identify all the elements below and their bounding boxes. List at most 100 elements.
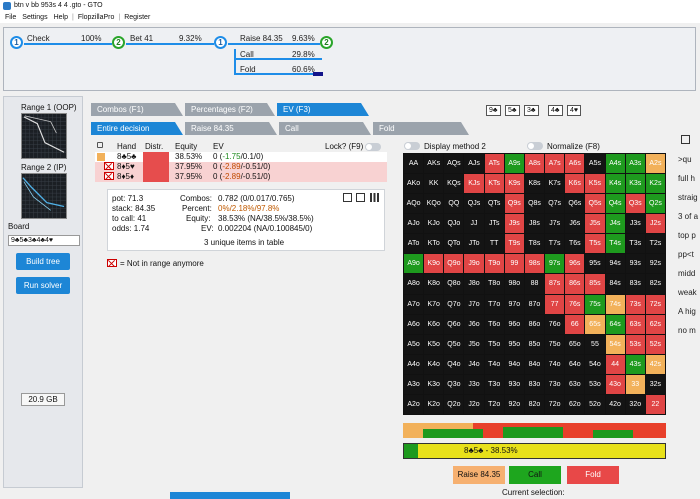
matrix-cell[interactable]: 74o — [545, 354, 565, 374]
matrix-cell[interactable]: Q7s — [545, 194, 565, 214]
edge-label-check[interactable]: Check — [27, 34, 50, 43]
matrix-cell[interactable]: 72s — [645, 294, 665, 314]
fold-button[interactable]: Fold — [567, 466, 619, 484]
matrix-cell[interactable]: 87o — [524, 294, 545, 314]
matrix-cell[interactable]: 66 — [565, 314, 585, 334]
matrix-cell[interactable]: 63o — [565, 374, 585, 394]
matrix-cell[interactable]: JJ — [464, 214, 484, 234]
matrix-cell[interactable]: ATs — [484, 154, 504, 174]
matrix-cell[interactable]: A3s — [625, 154, 645, 174]
matrix-cell[interactable]: 88 — [524, 274, 545, 294]
matrix-cell[interactable]: 32s — [645, 374, 665, 394]
matrix-cell[interactable]: 73s — [625, 294, 645, 314]
matrix-cell[interactable]: Q7o — [444, 294, 464, 314]
matrix-cell[interactable]: 97o — [504, 294, 524, 314]
matrix-cell[interactable]: 92o — [504, 394, 524, 414]
matrix-cell[interactable]: A7s — [545, 154, 565, 174]
matrix-cell[interactable]: 73o — [545, 374, 565, 394]
tab-combos[interactable]: Combos (F1) — [91, 103, 183, 116]
matrix-cell[interactable]: J9o — [464, 254, 484, 274]
matrix-cell[interactable]: T5o — [484, 334, 504, 354]
matrix-cell[interactable]: 96o — [504, 314, 524, 334]
matrix-cell[interactable]: T5s — [585, 234, 605, 254]
subtab-raise[interactable]: Raise 84.35 — [185, 122, 277, 135]
matrix-cell[interactable]: KJs — [464, 174, 484, 194]
matrix-cell[interactable]: A9o — [404, 254, 424, 274]
matrix-cell[interactable]: K2o — [424, 394, 444, 414]
matrix-cell[interactable]: 42o — [605, 394, 625, 414]
category-item[interactable]: no m — [678, 326, 696, 335]
matrix-cell[interactable]: 55 — [585, 334, 605, 354]
matrix-cell[interactable]: QQ — [444, 194, 464, 214]
tree-node-oop-2[interactable]: 1 — [214, 36, 227, 49]
matrix-cell[interactable]: 95o — [504, 334, 524, 354]
matrix-cell[interactable]: 72o — [545, 394, 565, 414]
display-method-toggle[interactable] — [404, 142, 420, 150]
matrix-cell[interactable]: 44 — [605, 354, 625, 374]
matrix-cell[interactable]: 52s — [645, 334, 665, 354]
matrix-cell[interactable]: 42s — [645, 354, 665, 374]
matrix-cell[interactable]: KK — [424, 174, 444, 194]
matrix-cell[interactable]: 76s — [565, 294, 585, 314]
menu-settings[interactable]: Settings — [22, 14, 48, 21]
menu-register[interactable]: Register — [124, 14, 151, 21]
matrix-cell[interactable]: J8o — [464, 274, 484, 294]
table-row[interactable]: 8♣5♣ 38.53% 0 (-1.75/0.1/0) — [95, 152, 387, 162]
matrix-cell[interactable]: 65o — [565, 334, 585, 354]
matrix-cell[interactable]: A7o — [404, 294, 424, 314]
matrix-cell[interactable]: A5s — [585, 154, 605, 174]
matrix-cell[interactable]: K3s — [625, 174, 645, 194]
edge-label-raise[interactable]: Raise 84.35 — [240, 34, 283, 43]
lock-toggle[interactable] — [365, 143, 381, 151]
matrix-cell[interactable]: Q6s — [565, 194, 585, 214]
menu-flopzillapro[interactable]: FlopzillaPro — [77, 14, 115, 21]
matrix-cell[interactable]: 77 — [545, 294, 565, 314]
matrix-cell[interactable]: Q8o — [444, 274, 464, 294]
edge-label-fold[interactable]: Fold — [240, 65, 256, 74]
category-item[interactable]: midd — [678, 269, 696, 278]
matrix-cell[interactable]: K5o — [424, 334, 444, 354]
matrix-cell[interactable]: J6s — [565, 214, 585, 234]
matrix-cell[interactable]: 64s — [605, 314, 625, 334]
matrix-cell[interactable]: T8s — [524, 234, 545, 254]
matrix-cell[interactable]: J3o — [464, 374, 484, 394]
matrix-cell[interactable]: J8s — [524, 214, 545, 234]
matrix-cell[interactable]: KQs — [444, 174, 464, 194]
matrix-cell[interactable]: 83s — [625, 274, 645, 294]
matrix-cell[interactable]: 94o — [504, 354, 524, 374]
matrix-cell[interactable]: J5s — [585, 214, 605, 234]
matrix-cell[interactable]: K4o — [424, 354, 444, 374]
matrix-cell[interactable]: 33 — [625, 374, 645, 394]
matrix-cell[interactable]: T9s — [504, 234, 524, 254]
matrix-cell[interactable]: 95s — [585, 254, 605, 274]
matrix-cell[interactable]: 86o — [524, 314, 545, 334]
matrix-cell[interactable]: AJo — [404, 214, 424, 234]
menu-help[interactable]: Help — [53, 14, 68, 21]
edge-label-bet[interactable]: Bet 41 — [130, 34, 154, 43]
matrix-cell[interactable]: T8o — [484, 274, 504, 294]
matrix-cell[interactable]: AA — [404, 154, 424, 174]
matrix-cell[interactable]: Q3s — [625, 194, 645, 214]
matrix-cell[interactable]: J2s — [645, 214, 665, 234]
matrix-cell[interactable]: J4s — [605, 214, 625, 234]
matrix-cell[interactable]: Q6o — [444, 314, 464, 334]
normalize-toggle[interactable] — [527, 142, 543, 150]
matrix-cell[interactable]: Q9o — [444, 254, 464, 274]
matrix-cell[interactable]: KJo — [424, 214, 444, 234]
matrix-cell[interactable]: T3o — [484, 374, 504, 394]
matrix-cell[interactable]: 62s — [645, 314, 665, 334]
matrix-cell[interactable]: AQs — [444, 154, 464, 174]
matrix-cell[interactable]: 87s — [545, 274, 565, 294]
matrix-cell[interactable]: ATo — [404, 234, 424, 254]
call-button[interactable]: Call — [509, 466, 561, 484]
matrix-cell[interactable]: K7o — [424, 294, 444, 314]
build-tree-button[interactable]: Build tree — [16, 253, 70, 270]
matrix-cell[interactable]: 65s — [585, 314, 605, 334]
matrix-cell[interactable]: A2o — [404, 394, 424, 414]
matrix-cell[interactable]: T2o — [484, 394, 504, 414]
matrix-cell[interactable]: A4o — [404, 354, 424, 374]
matrix-cell[interactable]: 98o — [504, 274, 524, 294]
matrix-cell[interactable]: K2s — [645, 174, 665, 194]
matrix-cell[interactable]: 93s — [625, 254, 645, 274]
lock-checkbox[interactable] — [97, 153, 105, 161]
